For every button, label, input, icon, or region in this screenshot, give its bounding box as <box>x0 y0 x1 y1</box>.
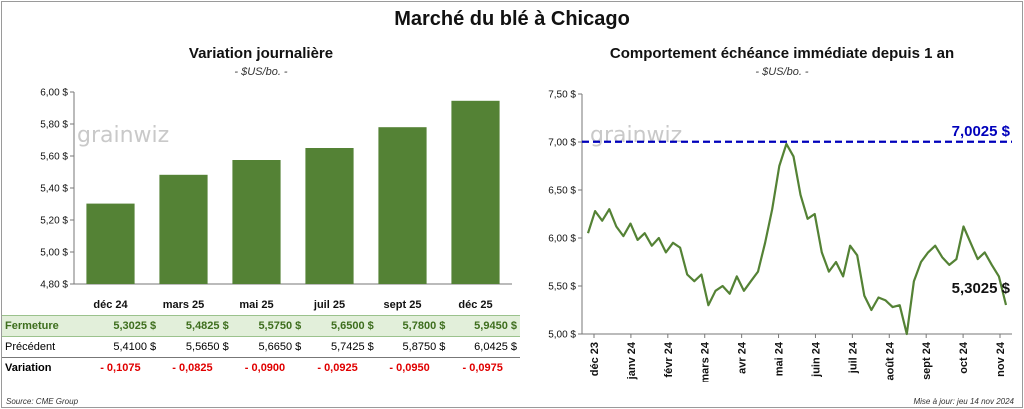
x-category-label: mars 25 <box>163 299 205 311</box>
bar <box>451 100 500 284</box>
x-tick-label: juil 24 <box>847 341 859 374</box>
x-category-label: déc 25 <box>458 299 492 311</box>
cell-prev-5: 6,0425 $ <box>445 336 520 358</box>
y-tick-label: 5,20 $ <box>40 216 68 227</box>
x-category-label: juil 25 <box>313 299 345 311</box>
cell-var-1: - 0,0825 <box>172 362 213 374</box>
cell-close-2: 5,5750 $ <box>228 315 302 337</box>
left-chart-title: Variation journalière <box>188 45 334 62</box>
x-tick-label: oct 24 <box>958 341 970 374</box>
y-tick-label: 6,00 $ <box>40 88 68 99</box>
x-category-label: sept 25 <box>384 299 422 311</box>
price-series-line <box>586 142 1008 336</box>
x-tick-label: mai 24 <box>774 341 786 376</box>
y-tick-label: 5,80 $ <box>40 120 68 131</box>
row-label-close: Fermeture <box>2 315 85 337</box>
left-chart-units: - $US/bo. - <box>234 66 288 78</box>
y-tick-label: 5,00 $ <box>548 330 576 341</box>
bar <box>378 127 427 284</box>
right-watermark: grainwiz <box>590 123 682 148</box>
last-value-label: 5,3025 $ <box>952 280 1011 297</box>
y-tick-label: 5,40 $ <box>40 184 68 195</box>
x-tick-label: déc 23 <box>589 342 601 376</box>
cell-close-3: 5,6500 $ <box>301 315 374 337</box>
cell-prev-4: 5,8750 $ <box>373 336 446 358</box>
y-tick-label: 7,50 $ <box>548 90 576 101</box>
y-tick-label: 5,00 $ <box>40 248 68 259</box>
x-tick-label: févr 24 <box>663 341 675 377</box>
x-category-label: déc 24 <box>93 299 128 311</box>
daily-variation-bar-chart: grainwiz 4,80 $ 5,00 $ 5,20 $ 5,40 $ 5,60 $ 5,… <box>40 88 512 311</box>
cell-prev-3: 5,7425 $ <box>301 336 374 358</box>
reference-value-label: 7,0025 $ <box>952 123 1011 140</box>
cell-var-0: - 0,1075 <box>100 362 141 374</box>
bar <box>86 203 135 284</box>
row-label-variation: Variation <box>5 362 52 374</box>
cell-prev-0: 5,4100 $ <box>84 336 157 358</box>
y-tick-label: 6,00 $ <box>548 234 576 245</box>
cell-close-0: 5,3025 $ <box>84 315 157 337</box>
x-tick-label: avr 24 <box>737 341 749 374</box>
bar <box>159 174 208 284</box>
cell-close-5: 5,9450 $ <box>445 315 520 337</box>
y-tick-label: 5,60 $ <box>40 152 68 163</box>
cell-prev-2: 5,6650 $ <box>228 336 302 358</box>
cell-var-3: - 0,0925 <box>317 362 358 374</box>
cell-var-4: - 0,0950 <box>389 362 430 374</box>
right-chart-title: Comportement échéance immédiate depuis 1… <box>609 45 955 62</box>
cell-var-2: - 0,0900 <box>244 362 286 374</box>
table-row-variation: Variation - 0,1075 - 0,0825 - 0,0900 - 0… <box>2 358 520 379</box>
y-tick-label: 4,80 $ <box>40 280 68 291</box>
front-month-line-chart: grainwiz 5,00 $ 5,50 $ 6,00 $ 6,50 $ 7,00 $ 7,… <box>548 90 1012 382</box>
futures-table: Fermeture 5,3025 $ 5,4825 $ 5,5750 $ 5,6… <box>2 315 520 378</box>
bar <box>232 160 281 284</box>
x-category-label: mai 25 <box>239 299 273 311</box>
cell-close-1: 5,4825 $ <box>156 315 229 337</box>
x-tick-label: août 24 <box>884 341 896 380</box>
cell-prev-1: 5,5650 $ <box>156 336 229 358</box>
x-tick-label: janv 24 <box>626 341 638 380</box>
x-tick-label: mars 24 <box>700 341 712 382</box>
page-title: Marché du blé à Chicago <box>394 8 630 30</box>
y-tick-label: 5,50 $ <box>548 282 576 293</box>
table-row-previous: Précédent 5,4100 $ 5,5650 $ 5,6650 $ 5,7… <box>2 336 520 358</box>
x-tick-label: sept 24 <box>921 341 933 380</box>
bar <box>305 148 354 284</box>
y-tick-label: 7,00 $ <box>548 138 576 149</box>
cell-close-4: 5,7800 $ <box>373 315 446 337</box>
update-note: Mise à jour: jeu 14 nov 2024 <box>913 397 1014 406</box>
cell-var-5: - 0,0975 <box>462 362 503 374</box>
left-watermark: grainwiz <box>77 123 169 148</box>
x-tick-label: nov 24 <box>995 341 1007 377</box>
source-note: Source: CME Group <box>6 397 79 406</box>
x-tick-label: juin 24 <box>810 341 822 378</box>
right-chart-units: - $US/bo. - <box>755 66 809 78</box>
table-row-close: Fermeture 5,3025 $ 5,4825 $ 5,5750 $ 5,6… <box>2 315 520 337</box>
y-tick-label: 6,50 $ <box>548 186 576 197</box>
row-label-previous: Précédent <box>2 336 85 358</box>
